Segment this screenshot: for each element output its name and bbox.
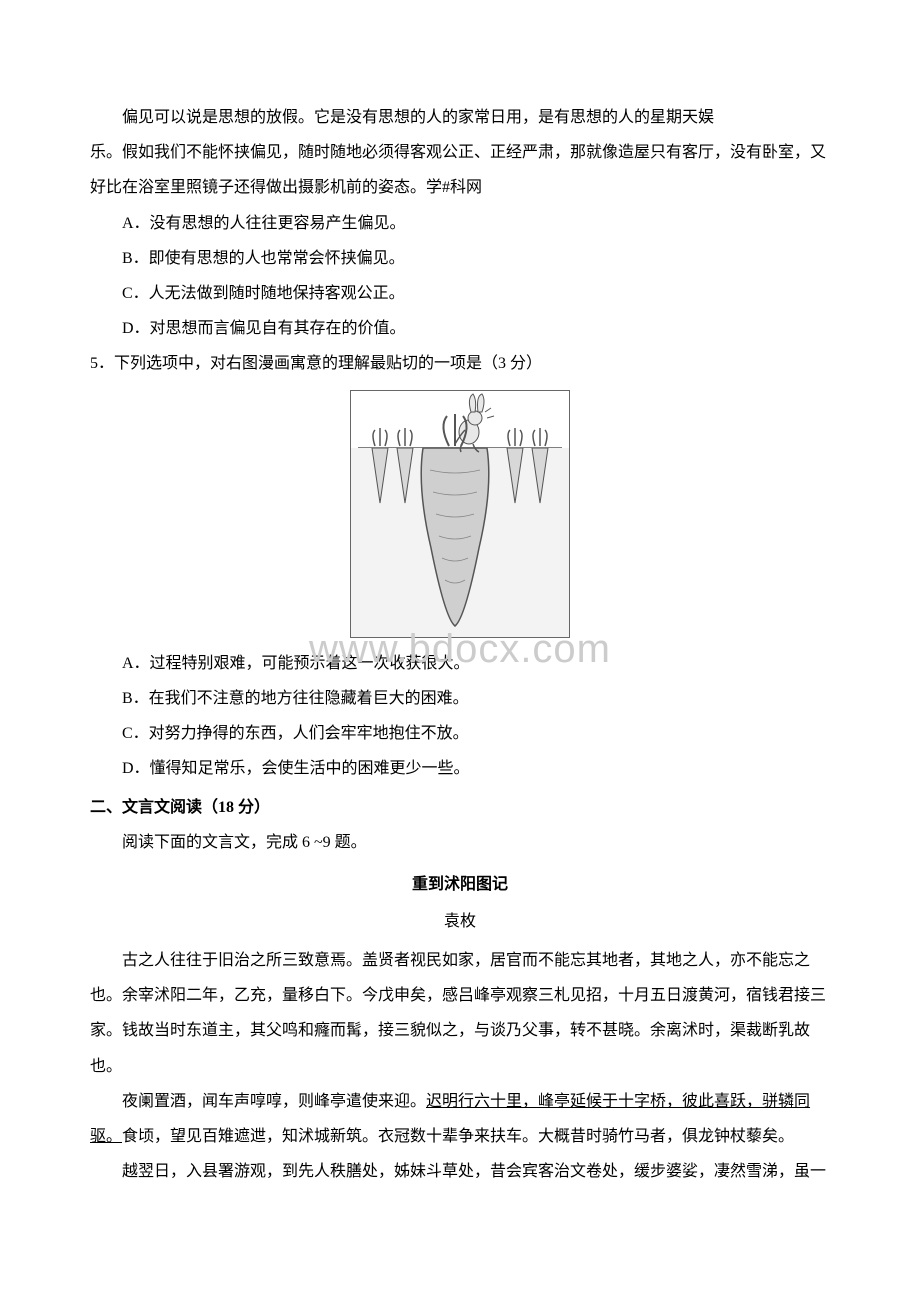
passage1-line1: 偏见可以说是思想的放假。它是没有思想的人的家常日用，是有思想的人的星期天娱 — [90, 100, 830, 135]
q4-option-b: B．即使有思想的人也常常会怀挟偏见。 — [90, 241, 830, 276]
section2-intro: 阅读下面的文言文，完成 6 ~9 题。 — [90, 825, 830, 860]
classical-p2-b: 食顷，望见百雉遮迣，知沭城新筑。衣冠数十辈争来扶车。大概昔时骑竹马者，俱龙钟杖藜… — [122, 1128, 794, 1145]
q5-stem: 5．下列选项中，对右图漫画寓意的理解最贴切的一项是（3 分） — [90, 346, 830, 381]
passage1-line2: 乐。假如我们不能怀挟偏见，随时随地必须得客观公正、正经严肃，那就像造屋只有客厅，… — [90, 135, 830, 205]
classical-p1: 古之人往往于旧治之所三致意焉。盖贤者视民如家，居官而不能忘其地者，其地之人，亦不… — [90, 943, 830, 1084]
q4-option-c: C．人无法做到随时随地保持客观公正。 — [90, 276, 830, 311]
classical-p2: 夜阑置酒，闻车声啍啍，则峰亭遣使来迎。迟明行六十里，峰亭延候于十字桥，彼此喜跃，… — [90, 1084, 830, 1154]
document-page: 偏见可以说是思想的放假。它是没有思想的人的家常日用，是有思想的人的星期天娱 乐。… — [0, 0, 920, 1249]
cartoon-wrap — [90, 390, 830, 638]
watermark-text: www.bdocx.com — [309, 605, 611, 693]
classical-p2-a: 夜阑置酒，闻车声啍啍，则峰亭遣使来迎。 — [122, 1093, 426, 1110]
q5-option-c: C．对努力挣得的东西，人们会牢牢地抱住不放。 — [90, 716, 830, 751]
section2-heading: 二、文言文阅读（18 分） — [90, 790, 830, 825]
article-title: 重到沭阳图记 — [90, 867, 830, 902]
q4-option-a: A．没有思想的人往往更容易产生偏见。 — [90, 206, 830, 241]
q5-option-d: D．懂得知足常乐，会使生活中的困难更少一些。 — [90, 751, 830, 786]
article-author: 袁枚 — [90, 904, 830, 939]
carrot-cartoon — [350, 390, 570, 638]
q4-option-d: D．对思想而言偏见自有其存在的价值。 — [90, 311, 830, 346]
classical-p3: 越翌日，入县署游观，到先人秩膳处，姊妹斗草处，昔会宾客治文卷处，缓步婆娑，凄然雪… — [90, 1154, 830, 1189]
